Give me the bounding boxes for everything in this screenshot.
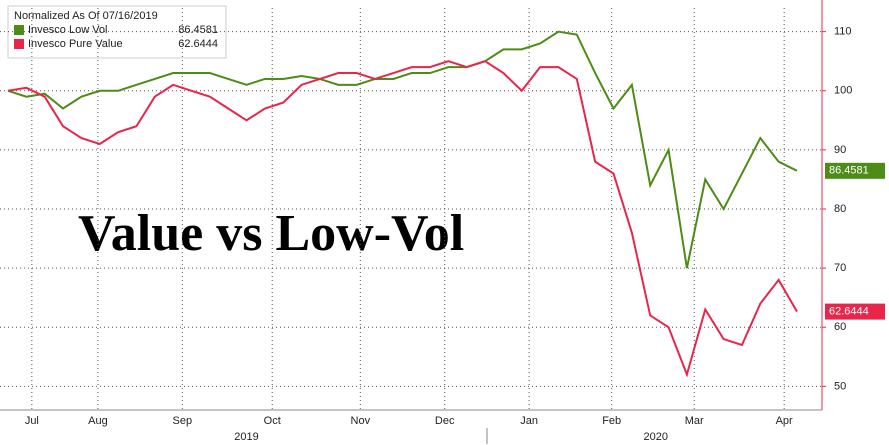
y-tick-label: 110	[834, 26, 852, 38]
last-value-tag: 62.6444	[829, 306, 869, 318]
x-tick-label: Apr	[776, 415, 793, 427]
annotation: Value vs Low-Vol	[78, 205, 464, 262]
last-value-tag-bg	[825, 303, 885, 320]
series-line	[7, 60, 798, 378]
x-tick-label: Aug	[88, 415, 108, 427]
legend-swatch	[14, 39, 24, 49]
legend-label: Invesco Pure Value	[28, 38, 123, 50]
legend-value: 86.4581	[178, 24, 218, 36]
series-line	[7, 30, 798, 269]
y-tick-label: 60	[834, 321, 846, 333]
last-value-tag: 86.4581	[829, 165, 869, 177]
x-tick-label: Dec	[435, 415, 455, 427]
y-tick-label: 100	[834, 85, 852, 97]
x-tick-label: Mar	[685, 415, 704, 427]
legend-label: Invesco Low Vol	[28, 24, 108, 36]
x-tick-label: Jan	[520, 415, 538, 427]
year-label: 2020	[643, 431, 667, 443]
y-tick-label: 50	[834, 380, 846, 392]
x-tick-label: Sep	[173, 415, 193, 427]
y-tick-label: 80	[834, 203, 846, 215]
x-tick-label: Oct	[264, 415, 281, 427]
legend-value: 62.6444	[178, 38, 218, 50]
x-tick-label: Nov	[351, 415, 371, 427]
year-label: 2019	[234, 431, 258, 443]
x-tick-label: Jul	[25, 415, 39, 427]
x-tick-label: Feb	[602, 415, 621, 427]
legend-swatch	[14, 25, 24, 35]
y-tick-label: 70	[834, 262, 846, 274]
y-tick-label: 90	[834, 144, 846, 156]
last-value-tag-bg	[825, 162, 885, 179]
legend-title: Normalized As Of 07/16/2019	[14, 10, 158, 22]
